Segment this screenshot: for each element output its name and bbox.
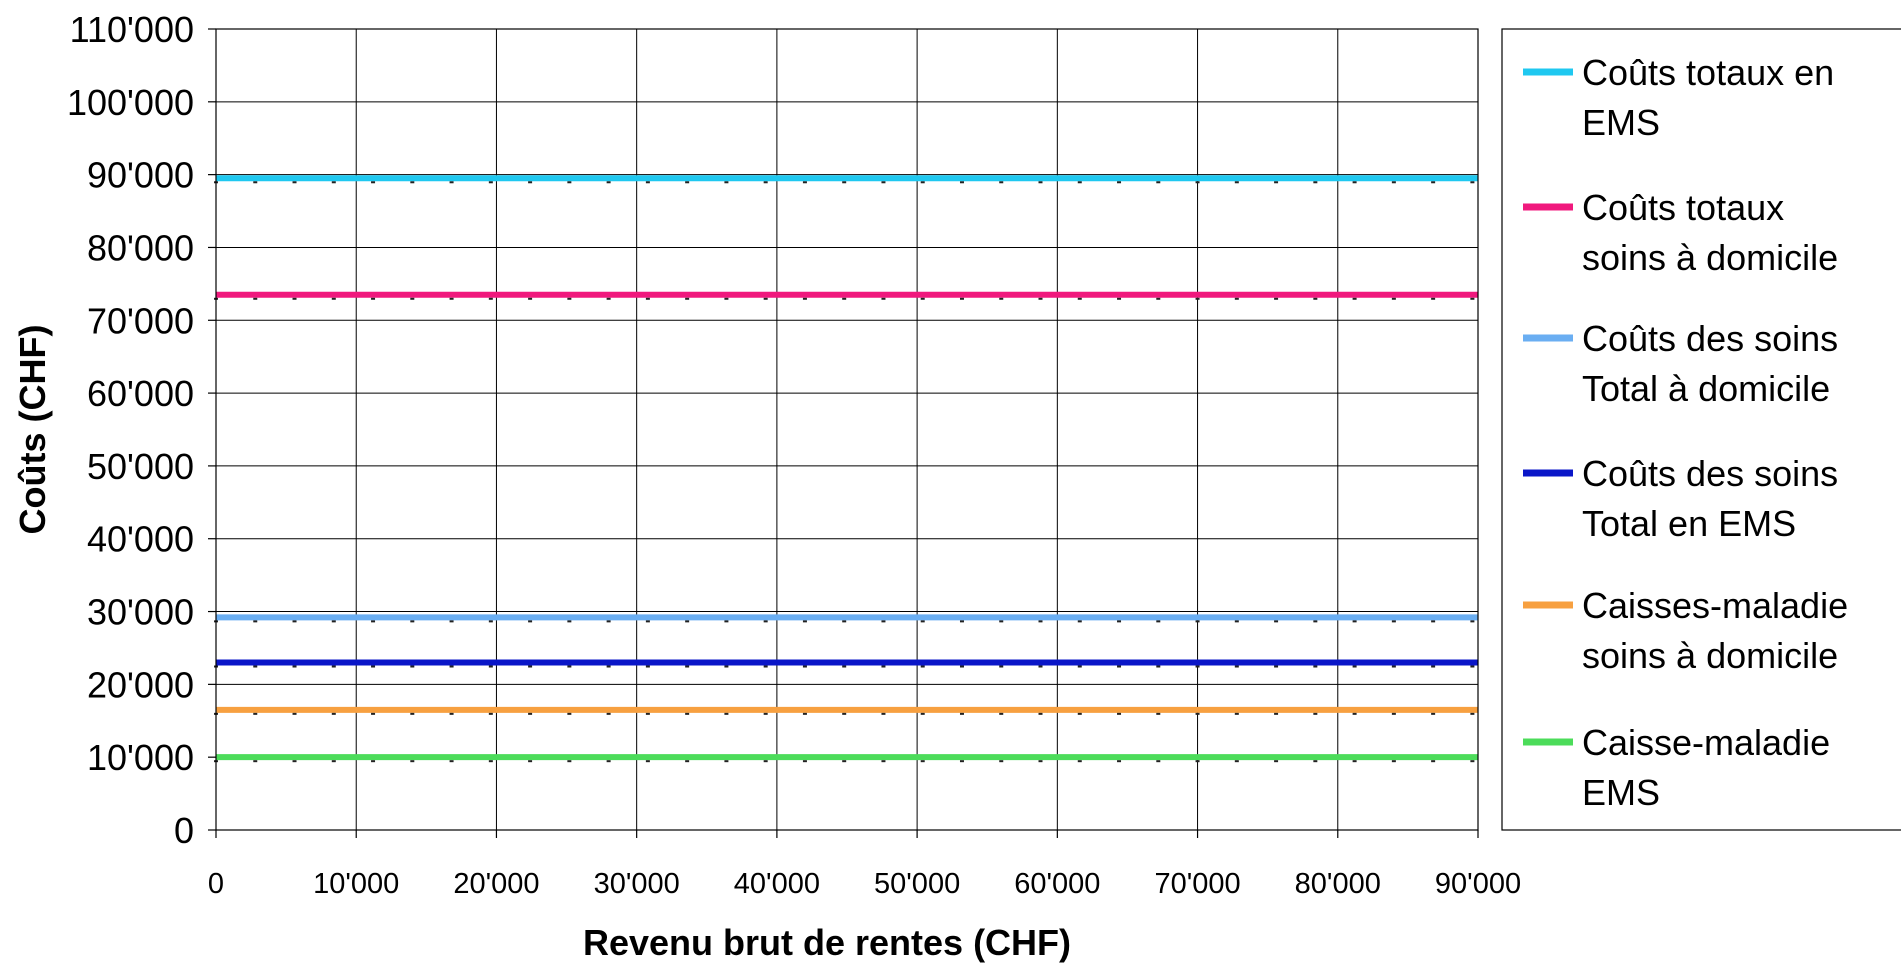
legend-label-1: Coûts totaux en [1582,52,1834,93]
plot-border [215,28,1479,831]
legend-label-5: soins à domicile [1582,635,1838,676]
y-tick-label: 90'000 [87,155,194,196]
legend-label-6: EMS [1582,772,1660,813]
legend-box [1501,28,1901,831]
y-tick-label: 110'000 [70,9,194,50]
x-axis-label: Revenu brut de rentes (CHF) [583,922,1071,963]
legend-label-3: Total à domicile [1582,368,1830,409]
y-tick-label: 0 [174,810,194,851]
x-tick-label: 60'000 [1014,868,1100,900]
y-axis-label: Coûts (CHF) [12,325,53,535]
legend: Coûts totaux en EMS Coûts totaux soins à do… [1501,28,1901,831]
legend-label-4: Coûts des soins [1582,453,1838,494]
y-tick-label: 100'000 [67,82,194,123]
legend-label-4: Total en EMS [1582,503,1796,544]
x-tick-label: 80'000 [1295,868,1381,900]
x-tick-label: 10'000 [313,868,399,900]
legend-label-5: Caisses-maladie [1582,585,1848,626]
legend-label-2: Coûts totaux [1582,187,1784,228]
x-tick-label: 50'000 [874,868,960,900]
series-lines [214,175,1478,763]
x-tick-label: 0 [208,868,224,900]
legend-label-6: Caisse-maladie [1582,722,1830,763]
x-tick-label: 70'000 [1154,868,1240,900]
x-tick-label: 30'000 [594,868,680,900]
legend-label-2: soins à domicile [1582,237,1838,278]
y-tick-label: 50'000 [87,446,194,487]
y-tick-label: 80'000 [87,227,194,268]
y-tick-label: 60'000 [87,373,194,414]
legend-label-1: EMS [1582,102,1660,143]
y-axis-ticks: 0 10'000 20'000 30'000 40'000 50'000 60'000 70'… [67,9,216,851]
y-tick-label: 20'000 [87,664,194,705]
x-tick-label: 90'000 [1435,868,1521,900]
y-tick-label: 30'000 [87,592,194,633]
y-tick-label: 10'000 [87,737,194,778]
x-tick-label: 40'000 [734,868,820,900]
x-axis-ticks: 0 10'000 20'000 30'000 40'000 50'000 60'000 70'… [208,830,1521,900]
y-tick-label: 70'000 [87,300,194,341]
legend-label-3: Coûts des soins [1582,318,1838,359]
x-tick-label: 20'000 [453,868,539,900]
y-tick-label: 40'000 [87,519,194,560]
